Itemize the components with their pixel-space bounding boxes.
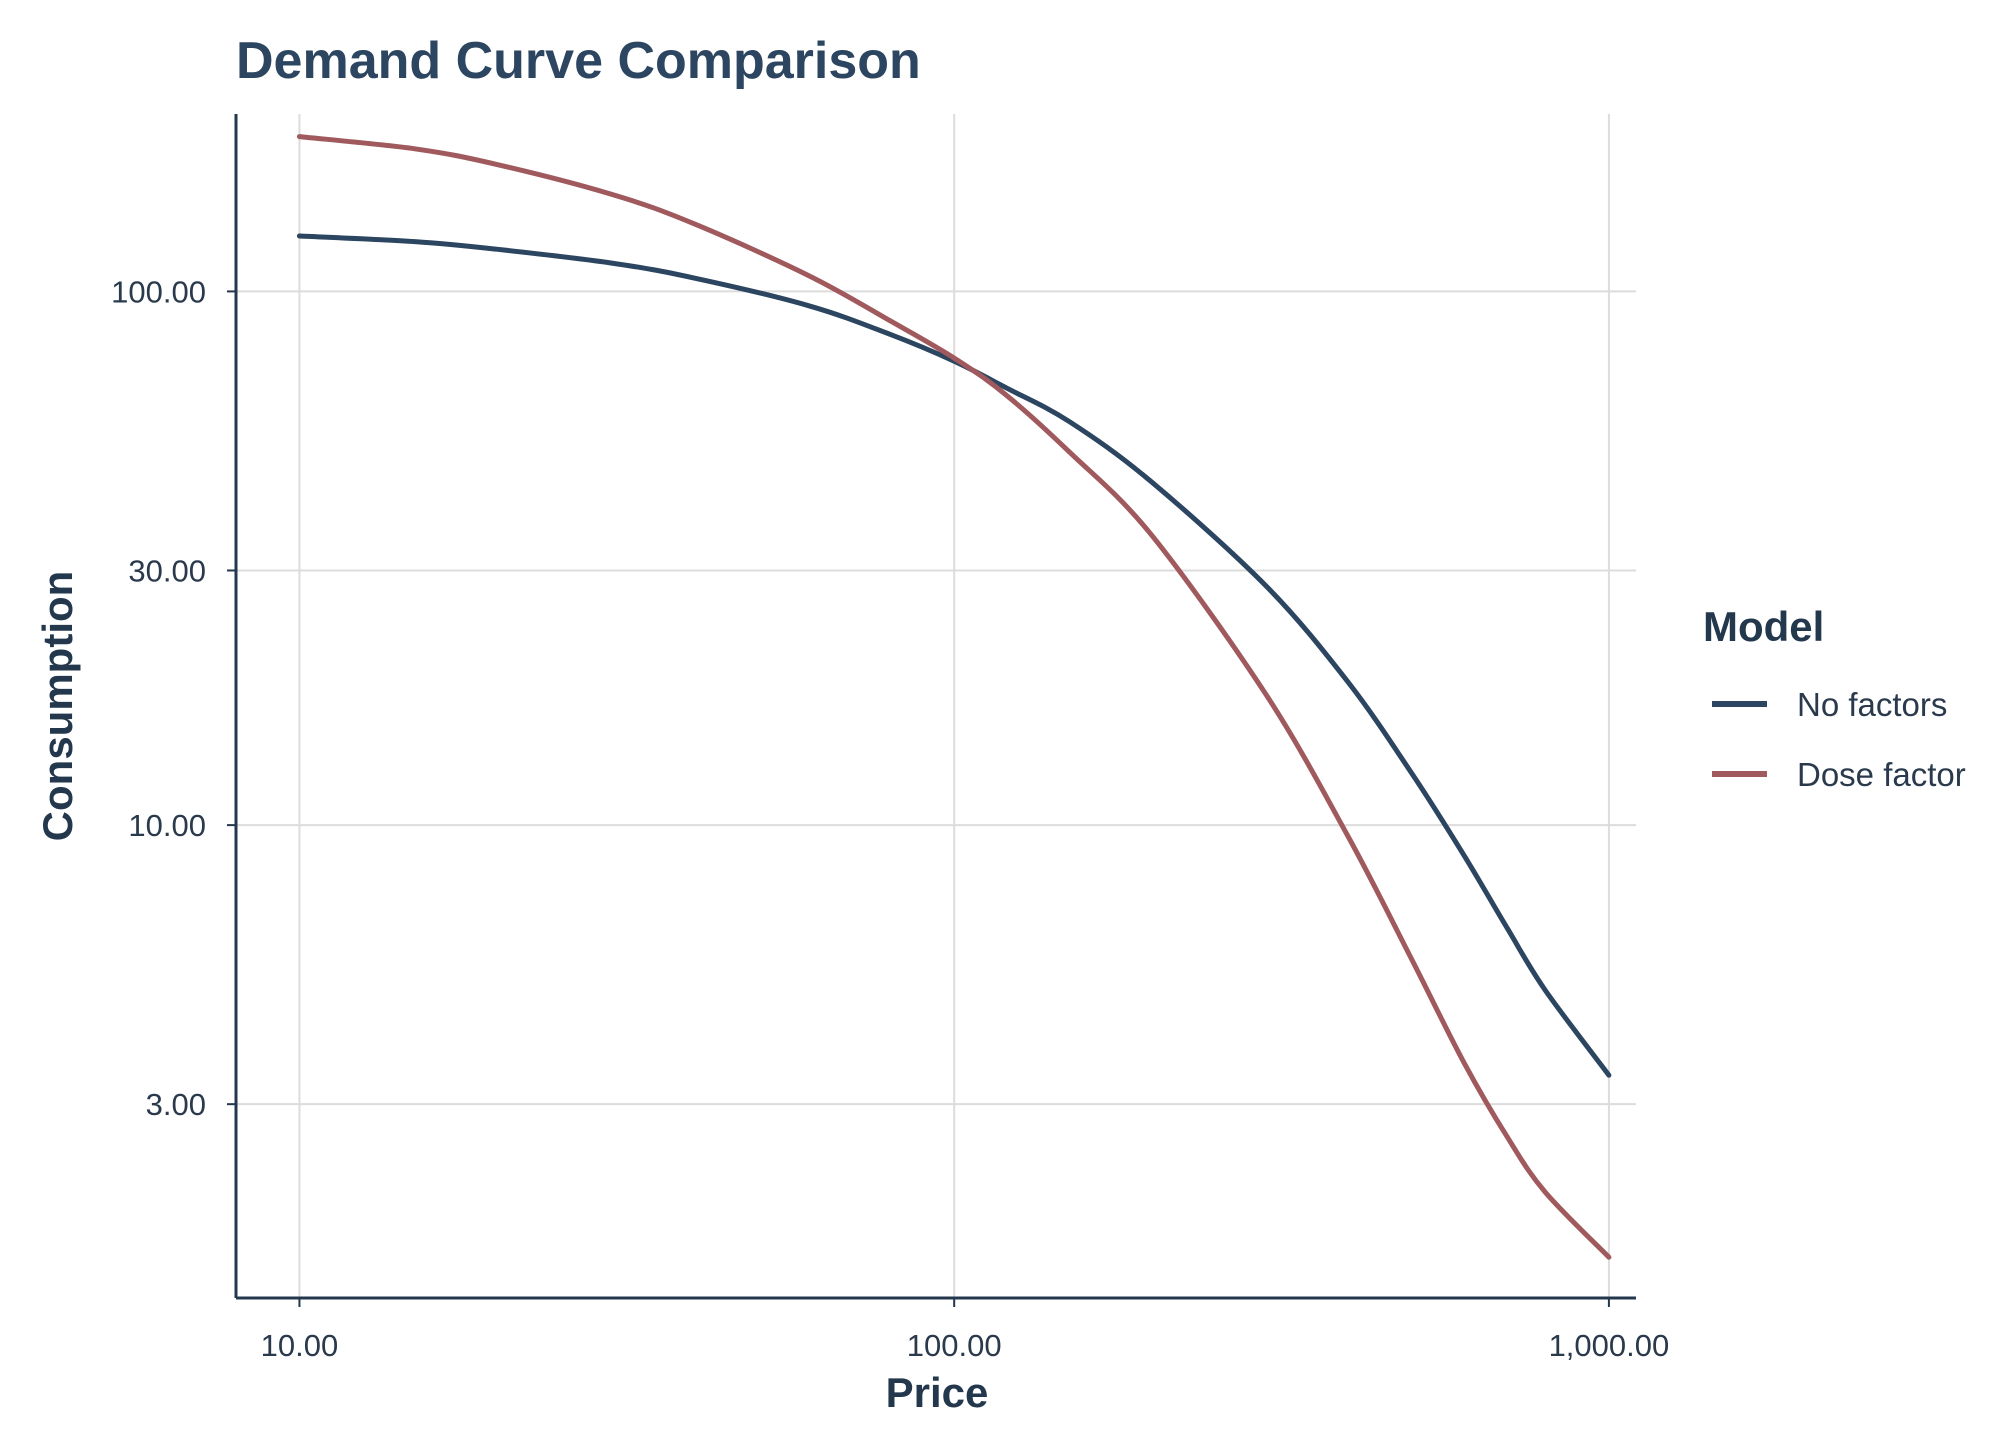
x-tick-label-1: 100.00	[907, 1328, 1002, 1363]
series-line-no-factors	[296, 233, 1612, 1078]
x-axis-ticks: 10.00 100.00 1,000.00	[261, 1298, 1670, 1363]
x-gridlines	[298, 114, 1610, 1298]
series-line-dose-factor	[296, 134, 1612, 1260]
y-axis-ticks: 3.00 10.00 30.00 100.00	[111, 274, 236, 1122]
legend-title: Model	[1703, 603, 1824, 650]
y-tick-label-3: 100.00	[111, 274, 206, 309]
x-axis-title: Price	[886, 1369, 989, 1416]
x-tick-label-2: 1,000.00	[1549, 1328, 1670, 1363]
y-tick-label-2: 30.00	[128, 553, 206, 588]
legend-items: No factors Dose factor	[1712, 686, 1966, 793]
legend-label-dose-factor: Dose factor	[1797, 756, 1966, 793]
y-tick-label-1: 10.00	[128, 808, 206, 843]
y-axis-title: Consumption	[34, 571, 81, 842]
legend: Model No factors Dose factor	[1703, 603, 1966, 793]
series-layer	[296, 134, 1612, 1260]
y-gridlines	[236, 290, 1636, 1106]
legend-label-no-factors: No factors	[1797, 686, 1947, 723]
x-tick-label-0: 10.00	[261, 1328, 339, 1363]
y-tick-label-0: 3.00	[146, 1087, 206, 1122]
chart-title: Demand Curve Comparison	[236, 32, 921, 90]
